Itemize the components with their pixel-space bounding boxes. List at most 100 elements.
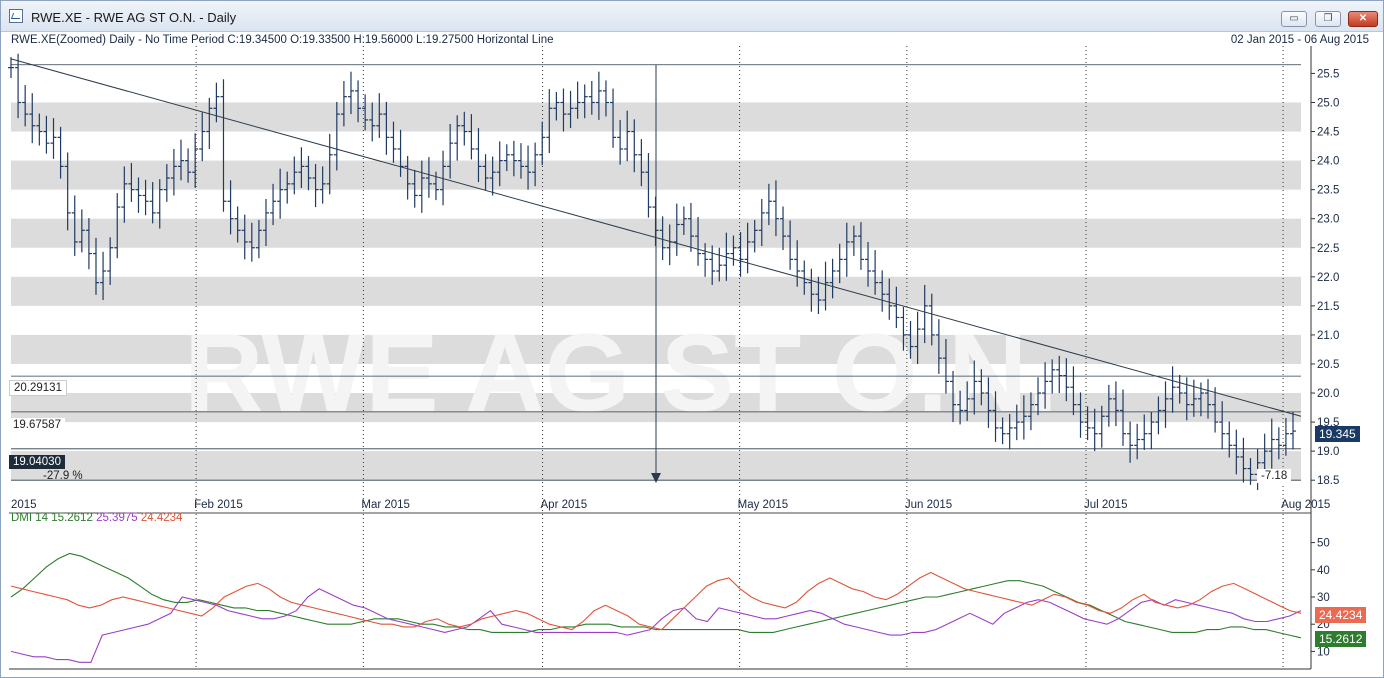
ohlc-bar (978, 369, 985, 406)
ohlc-bar (418, 160, 425, 213)
ohlc-bar (914, 311, 921, 364)
ohlc-bar (836, 243, 843, 284)
ohlc-bar (631, 119, 638, 173)
ohlc-bar (298, 147, 305, 188)
vertical-marker (651, 64, 661, 483)
ohlc-bar (645, 153, 652, 218)
ohlc-bar (482, 154, 489, 191)
ohlc-bar (128, 162, 135, 202)
ohlc-bar (801, 260, 808, 295)
ohlc-bar (192, 133, 199, 188)
ohlc-bar (277, 168, 284, 219)
ohlc-bar (185, 148, 192, 183)
level-label-2: 19.67587 (9, 418, 65, 432)
y-tick-label: 24.5 (1317, 127, 1339, 139)
y-tick-label: 23.5 (1317, 185, 1339, 197)
ohlc-bar (546, 89, 553, 154)
ohlc-bar (326, 133, 333, 195)
ohlc-bar (1141, 414, 1148, 450)
ohlc-bar (1127, 421, 1134, 463)
y-tick-label: 25.5 (1317, 68, 1339, 80)
level-label-1: 20.29131 (9, 380, 67, 396)
ohlc-bar (1176, 375, 1183, 404)
y-tick-label: 19.0 (1317, 446, 1339, 458)
ohlc-bars (8, 53, 1296, 491)
ohlc-bar (942, 338, 949, 394)
last-price-badge: 19.345 (1315, 426, 1360, 442)
chart-app-icon (9, 9, 23, 23)
minimize-button[interactable]: ▭ (1281, 11, 1307, 27)
ohlc-bar (1013, 404, 1020, 441)
title-bar[interactable]: RWE.XE - RWE AG ST O.N. - Daily ▭ ❐ ✕ (1, 1, 1383, 32)
ohlc-bar (156, 179, 163, 229)
ohlc-bar (135, 177, 142, 213)
ohlc-bar (220, 79, 227, 212)
ohlc-bar (794, 240, 801, 287)
ohlc-bar (1042, 362, 1049, 409)
close-button[interactable]: ✕ (1348, 11, 1378, 27)
ohlc-bar (617, 119, 624, 165)
ohlc-bar (1091, 408, 1098, 452)
ohlc-bar (43, 115, 50, 154)
percent-change: -27.9 % (43, 470, 83, 482)
ohlc-bar (355, 80, 362, 123)
dmi-pdi-value: 25.3975 (96, 512, 138, 524)
ohlc-bar (709, 245, 716, 285)
restore-button[interactable]: ❐ (1315, 11, 1341, 27)
ohlc-bar (553, 92, 560, 121)
level-label-3: 19.04030 (9, 455, 65, 469)
ohlc-bar (177, 139, 184, 181)
ohlc-bar (1219, 401, 1226, 450)
ohlc-bar (907, 320, 914, 359)
ohlc-bar (255, 219, 262, 259)
ohlc-bar (199, 112, 206, 162)
dmi-y-tick-label: 50 (1317, 538, 1330, 550)
ohlc-bar (843, 222, 850, 277)
ohlc-bar (1290, 411, 1296, 450)
x-tick-label: Mar 2015 (361, 499, 410, 511)
ohlc-bar (425, 157, 432, 198)
ohlc-bar (149, 182, 156, 224)
ohlc-bar (886, 278, 893, 320)
ohlc-bar (347, 71, 354, 115)
dmi-mdi-value: 24.4234 (140, 512, 183, 524)
ohlc-bar (992, 391, 999, 442)
ohlc-bar (1035, 377, 1042, 416)
x-tick-label: Jun 2015 (905, 499, 952, 511)
ohlc-bar (390, 121, 397, 163)
dmi-legend: DMI 14 15.2612 25.3975 24.4234 (11, 512, 182, 524)
ohlc-bar (879, 270, 886, 312)
mdi-badge: 24.4234 (1315, 607, 1367, 623)
ohlc-bar (1190, 379, 1197, 417)
ohlc-bar (397, 129, 404, 177)
ohlc-bar (1169, 366, 1176, 413)
ohlc-bar (1027, 392, 1034, 431)
y-tick-label: 25.0 (1317, 97, 1339, 109)
y-tick-label: 22.0 (1317, 272, 1339, 284)
ohlc-bar (163, 164, 170, 202)
x-tick-label: Feb 2015 (194, 499, 243, 511)
ohlc-bar (1268, 418, 1275, 469)
ohlc-bar (340, 80, 347, 127)
ohlc-bar (865, 241, 872, 287)
ohlc-bar (376, 93, 383, 138)
y-tick-label: 21.0 (1317, 330, 1339, 342)
ohlc-bar (588, 80, 595, 115)
ohlc-bar (935, 319, 942, 374)
ohlc-bar (772, 180, 779, 237)
ohlc-bar (85, 218, 92, 270)
date-range: 02 Jan 2015 - 06 Aug 2015 (1230, 34, 1369, 46)
ohlc-bar (468, 114, 475, 160)
ohlc-bar (496, 141, 503, 187)
dmi-y-tick-label: 40 (1317, 565, 1330, 577)
ohlc-bar (744, 222, 751, 274)
ohlc-bar (517, 143, 524, 179)
ohlc-bar (92, 237, 99, 295)
y-tick-label: 20.5 (1317, 359, 1339, 371)
ohlc-bar (411, 169, 418, 208)
ohlc-bar (312, 164, 319, 208)
dmi-mdi-line (10, 571, 1302, 631)
